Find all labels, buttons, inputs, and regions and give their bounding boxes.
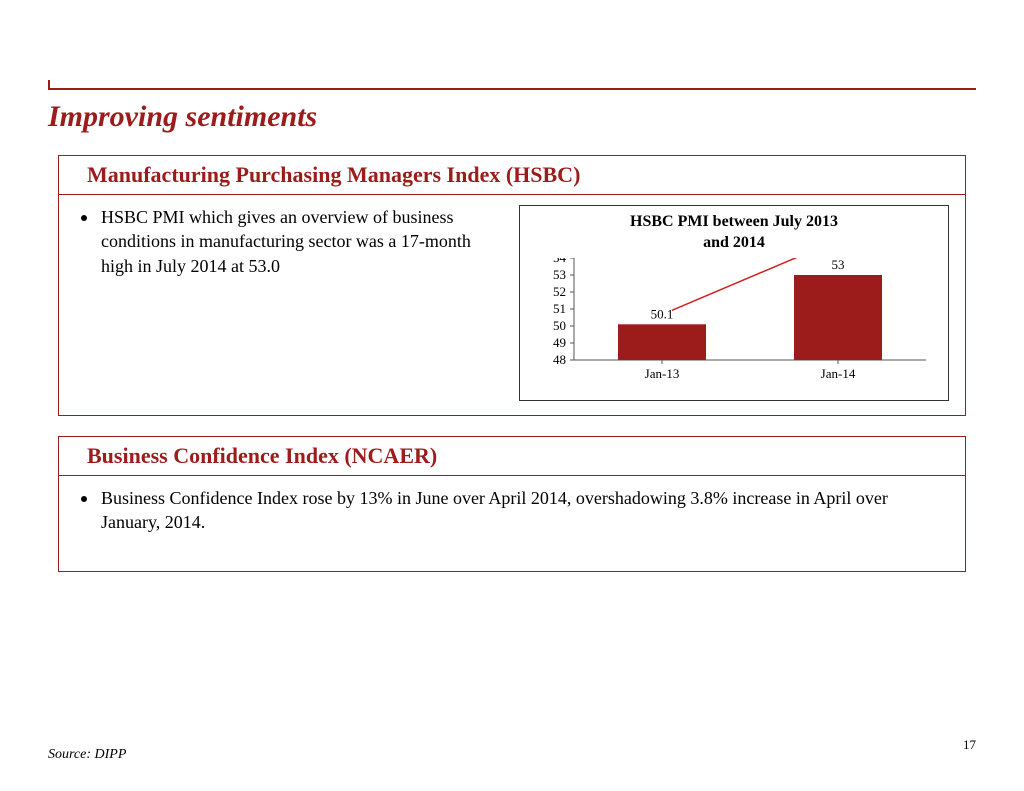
- bci-bullet-text: Business Confidence Index rose by 13% in…: [101, 486, 949, 535]
- source-label: Source: DIPP: [48, 747, 126, 763]
- svg-text:Jan-14: Jan-14: [821, 366, 856, 381]
- svg-text:50.1: 50.1: [651, 306, 674, 321]
- section-pmi-header: Manufacturing Purchasing Managers Index …: [59, 156, 965, 195]
- pmi-bullet: HSBC PMI which gives an overview of busi…: [75, 205, 503, 401]
- section-pmi: Manufacturing Purchasing Managers Index …: [58, 155, 966, 416]
- chart-title: HSBC PMI between July 2013 and 2014: [530, 212, 938, 254]
- svg-text:54: 54: [553, 258, 567, 265]
- page-number: 17: [963, 737, 976, 753]
- section-bci: Business Confidence Index (NCAER) Busine…: [58, 436, 966, 572]
- top-rule: [48, 88, 976, 90]
- svg-text:51: 51: [553, 301, 566, 316]
- svg-text:52: 52: [553, 284, 566, 299]
- bci-bullet: Business Confidence Index rose by 13% in…: [75, 486, 949, 535]
- svg-text:53: 53: [832, 258, 845, 272]
- svg-text:Jan-13: Jan-13: [645, 366, 680, 381]
- bullet-icon: [81, 496, 87, 502]
- chart-title-line1: HSBC PMI between July 2013: [630, 213, 838, 230]
- pmi-chart: HSBC PMI between July 2013 and 2014 48 49…: [519, 205, 949, 401]
- svg-text:53: 53: [553, 267, 566, 282]
- svg-text:48: 48: [553, 352, 566, 367]
- section-bci-header: Business Confidence Index (NCAER): [59, 437, 965, 476]
- svg-text:49: 49: [553, 335, 566, 350]
- chart-title-line2: and 2014: [703, 234, 765, 251]
- page-title: Improving sentiments: [48, 100, 317, 134]
- chart-plot: 48 49 50 51 52 53 54 50.1 Jan-13 53 Jan-14: [530, 258, 938, 391]
- pmi-bullet-text: HSBC PMI which gives an overview of busi…: [101, 205, 503, 278]
- svg-text:50: 50: [553, 318, 566, 333]
- bullet-icon: [81, 215, 87, 221]
